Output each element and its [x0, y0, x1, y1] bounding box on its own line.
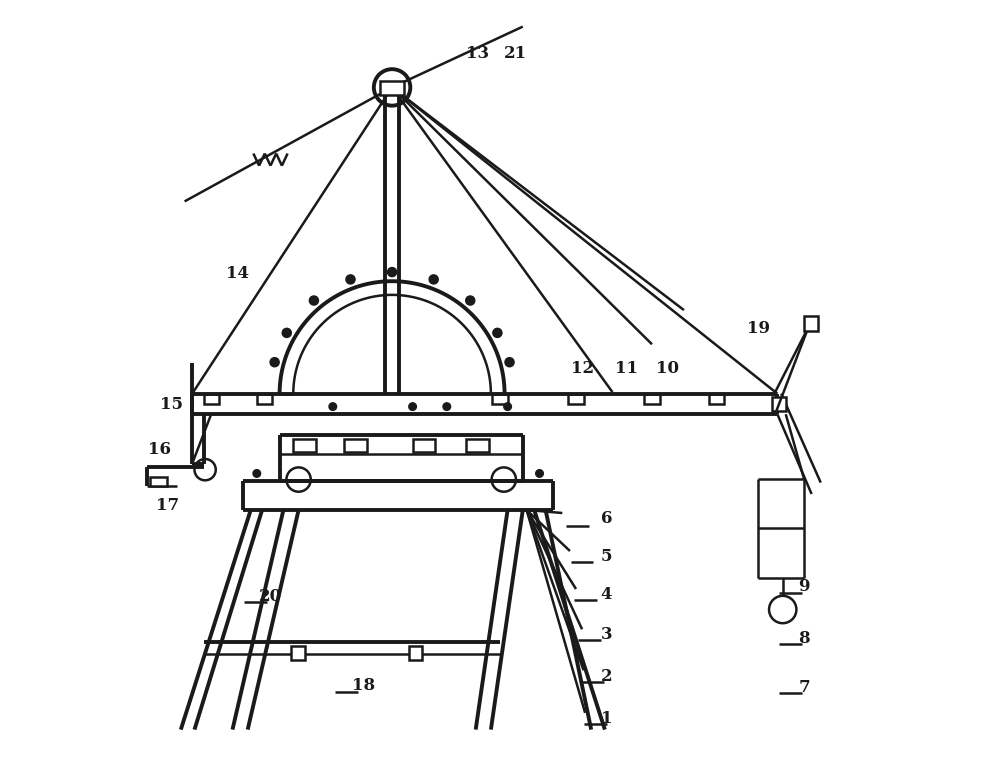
- Circle shape: [504, 403, 511, 410]
- Text: 2: 2: [601, 668, 612, 685]
- Bar: [709, 394, 724, 404]
- Text: 11: 11: [615, 360, 638, 377]
- Text: 17: 17: [156, 497, 179, 514]
- Text: 3: 3: [601, 626, 612, 643]
- Circle shape: [505, 358, 514, 367]
- Circle shape: [329, 403, 337, 410]
- Text: 18: 18: [352, 677, 375, 694]
- Circle shape: [270, 358, 279, 367]
- Text: 20: 20: [259, 588, 282, 605]
- Bar: [291, 646, 305, 660]
- Text: 9: 9: [798, 578, 810, 595]
- Bar: [344, 439, 367, 452]
- Bar: [380, 81, 404, 95]
- Bar: [772, 397, 786, 411]
- Text: 4: 4: [601, 586, 612, 603]
- Circle shape: [409, 403, 416, 410]
- Circle shape: [346, 275, 355, 284]
- Circle shape: [253, 470, 261, 477]
- Bar: [293, 439, 316, 452]
- Bar: [492, 394, 508, 404]
- Text: 15: 15: [160, 396, 183, 413]
- Text: 8: 8: [798, 630, 810, 647]
- Bar: [409, 646, 422, 660]
- Bar: [204, 394, 219, 404]
- Circle shape: [493, 328, 502, 337]
- Text: 19: 19: [747, 320, 770, 337]
- Text: 10: 10: [656, 360, 679, 377]
- Circle shape: [388, 268, 397, 277]
- Circle shape: [309, 296, 318, 305]
- Bar: [644, 394, 660, 404]
- Text: 12: 12: [571, 360, 594, 377]
- Text: 6: 6: [601, 510, 612, 527]
- Circle shape: [536, 470, 543, 477]
- Text: 7: 7: [798, 679, 810, 696]
- Circle shape: [443, 403, 451, 410]
- Circle shape: [429, 275, 438, 284]
- Bar: [413, 439, 435, 452]
- Circle shape: [466, 296, 475, 305]
- Text: 21: 21: [504, 45, 527, 62]
- Text: 1: 1: [601, 710, 612, 727]
- Bar: [257, 394, 272, 404]
- Bar: [150, 477, 167, 486]
- Text: 14: 14: [226, 265, 249, 282]
- Text: 16: 16: [148, 442, 171, 458]
- Bar: [804, 316, 818, 331]
- Text: 13: 13: [466, 45, 489, 62]
- Text: 5: 5: [601, 548, 612, 565]
- Bar: [568, 394, 584, 404]
- Circle shape: [282, 328, 291, 337]
- Bar: [466, 439, 489, 452]
